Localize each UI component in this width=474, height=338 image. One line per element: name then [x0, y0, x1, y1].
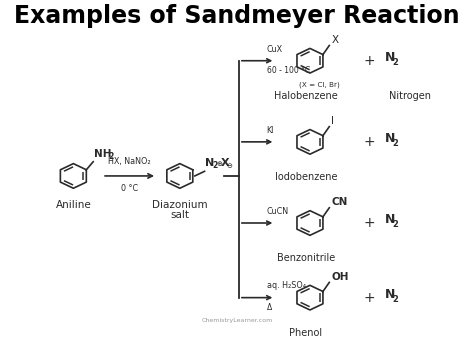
- Text: N: N: [385, 213, 395, 226]
- Text: Aniline: Aniline: [55, 200, 91, 210]
- Text: CuX: CuX: [266, 45, 283, 54]
- Text: ⊖: ⊖: [226, 163, 232, 169]
- Text: OH: OH: [331, 272, 349, 282]
- Text: 2: 2: [392, 58, 398, 67]
- Text: aq. H₂SO₄: aq. H₂SO₄: [266, 282, 306, 290]
- Text: N: N: [205, 158, 215, 168]
- Text: Halobenzene: Halobenzene: [274, 91, 338, 101]
- Text: NH: NH: [94, 149, 112, 159]
- Text: 0 °C: 0 °C: [121, 184, 138, 193]
- Text: Iodobenzene: Iodobenzene: [275, 172, 337, 182]
- Text: I: I: [331, 116, 334, 126]
- Text: 2: 2: [109, 152, 114, 161]
- Text: HX, NaNO₂: HX, NaNO₂: [108, 157, 151, 166]
- Text: +: +: [363, 54, 375, 68]
- Text: CuCN: CuCN: [266, 207, 289, 216]
- Text: N: N: [385, 132, 395, 145]
- Text: Benzonitrile: Benzonitrile: [277, 253, 335, 263]
- Text: +: +: [363, 291, 375, 305]
- Text: Phenol: Phenol: [290, 328, 323, 338]
- Text: X: X: [331, 35, 338, 45]
- Text: Δ: Δ: [266, 303, 272, 312]
- Text: (X = Cl, Br): (X = Cl, Br): [300, 81, 340, 88]
- Text: N: N: [385, 288, 395, 301]
- Text: X: X: [220, 158, 229, 168]
- Text: +: +: [363, 135, 375, 149]
- Text: Nitrogen: Nitrogen: [389, 91, 431, 101]
- Text: 2: 2: [392, 220, 398, 229]
- Text: ChemistryLearner.com: ChemistryLearner.com: [201, 318, 273, 323]
- Text: Diazonium: Diazonium: [152, 200, 208, 210]
- Text: 2: 2: [392, 139, 398, 148]
- Text: CN: CN: [331, 197, 347, 207]
- Text: salt: salt: [170, 210, 189, 220]
- Text: ⊕: ⊕: [216, 162, 222, 167]
- Text: 2: 2: [392, 295, 398, 304]
- Text: Examples of Sandmeyer Reaction: Examples of Sandmeyer Reaction: [14, 4, 460, 28]
- Text: KI: KI: [266, 126, 274, 135]
- Text: 60 - 100 °C: 60 - 100 °C: [266, 66, 310, 75]
- Text: 2: 2: [212, 161, 218, 170]
- Text: +: +: [363, 216, 375, 230]
- Text: N: N: [385, 51, 395, 64]
